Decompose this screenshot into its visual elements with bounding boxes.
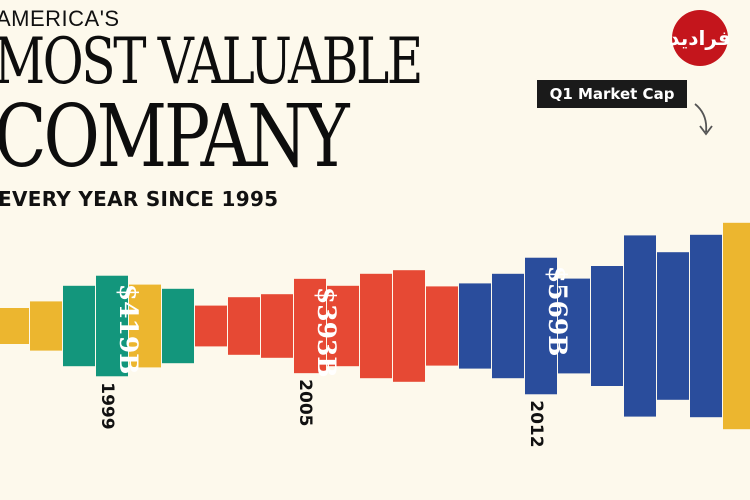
bar-2010: [459, 283, 491, 369]
q1-market-cap-callout: Q1 Market Cap: [537, 80, 687, 108]
bar-2006: [327, 285, 359, 367]
bar-value-label: $419B: [114, 284, 143, 375]
bar-2014: [591, 266, 623, 386]
bar-2018: [723, 222, 750, 430]
bar-2001: [162, 288, 194, 364]
year-label: 1999: [97, 382, 117, 429]
bar-1998: [63, 285, 95, 367]
bar-2013: [558, 278, 590, 374]
bar-2007: [360, 273, 392, 379]
bar-value-label: $569B: [543, 266, 572, 357]
subtitle: EVERY YEAR SINCE 1995: [0, 187, 279, 211]
bar-2016: [657, 252, 689, 400]
title-line-2: COMPANY: [0, 87, 350, 187]
bar-2008: [393, 270, 425, 382]
bar-2004: [261, 294, 293, 358]
bar-2012: [525, 257, 557, 395]
year-label: 2012: [526, 400, 546, 447]
bar-2003: [228, 297, 260, 355]
bar-2017: [690, 234, 722, 418]
bar-2002: [195, 305, 227, 347]
bar-1996: [0, 308, 29, 344]
bar-2011: [492, 273, 524, 379]
bar-2000: [129, 284, 161, 368]
bar-1999: [96, 275, 128, 377]
title-line-1: MOST VALUABLE: [0, 25, 423, 99]
year-label: 2005: [295, 379, 315, 426]
bar-2009: [426, 286, 458, 366]
bar-1997: [30, 301, 62, 351]
bar-value-label: $393B: [312, 287, 341, 378]
callout-arrow: [694, 103, 713, 136]
bar-2015: [624, 235, 656, 417]
bar-2005: [294, 278, 326, 374]
brand-logo: فرادید: [669, 10, 731, 66]
title-prefix: AMERICA'S: [0, 6, 120, 31]
